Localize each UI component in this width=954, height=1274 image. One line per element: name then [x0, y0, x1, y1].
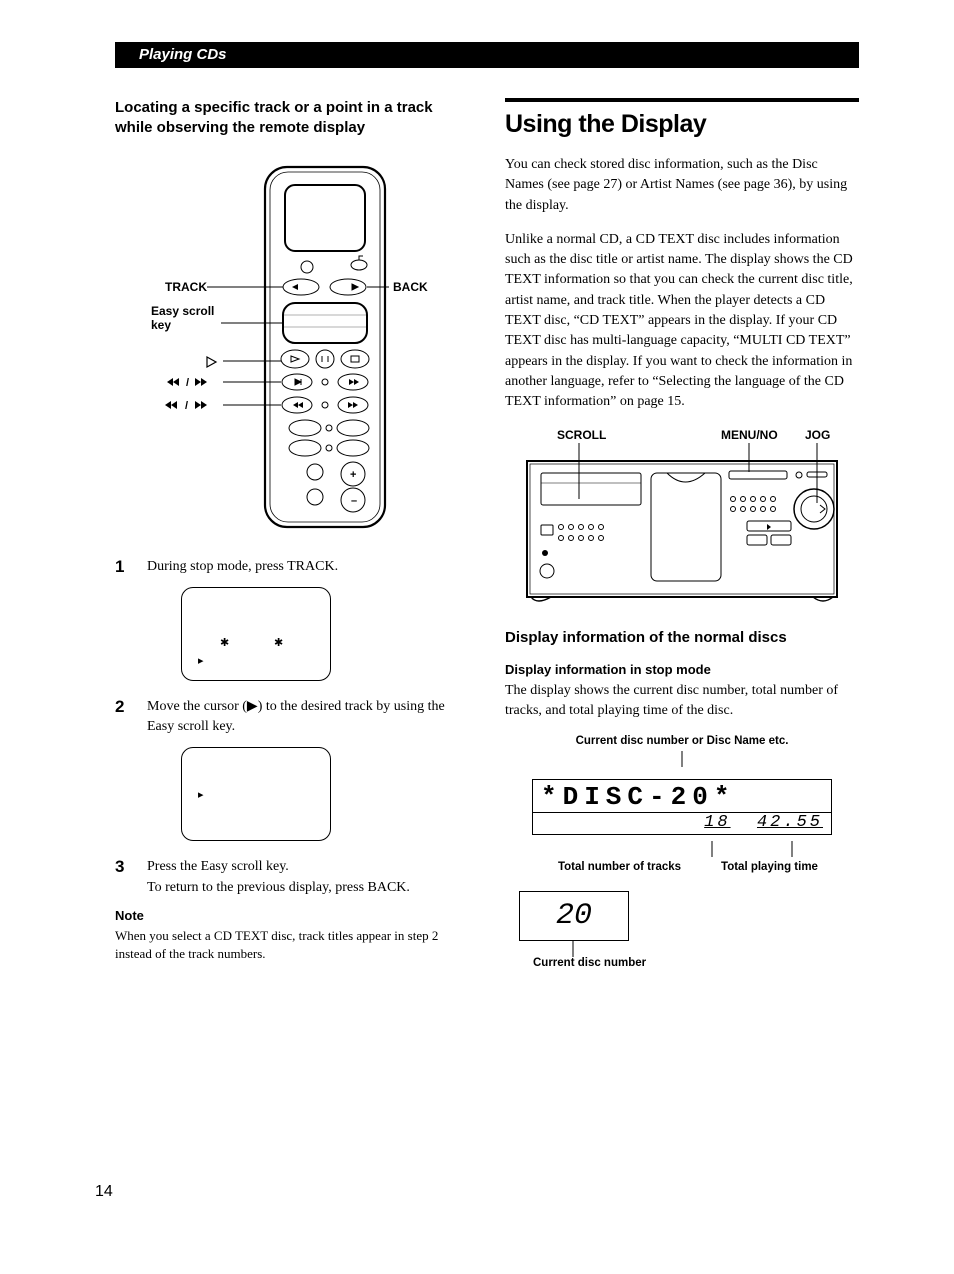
step-text-main: Press the Easy scroll key.: [147, 857, 469, 877]
paragraph-1: You can check stored disc information, s…: [505, 155, 859, 216]
step-number: 1: [115, 557, 133, 577]
display-sub-line: 18 42.55: [533, 813, 831, 834]
step-1: 1 During stop mode, press TRACK.: [115, 557, 469, 577]
step-text: Press the Easy scroll key. To return to …: [147, 857, 469, 898]
mini-display-2: ▸: [181, 747, 331, 841]
manual-page: Playing CDs Locating a specific track or…: [0, 0, 954, 1261]
label-menu-no: MENU/NO: [721, 428, 778, 442]
mini-display-1: ✱ ✱ ▸: [181, 587, 331, 681]
callout-lines-2: [532, 841, 832, 861]
step-text-a: Move the cursor (: [147, 699, 247, 714]
step-number: 2: [115, 697, 133, 738]
page-number: 14: [95, 1183, 469, 1201]
label-easy-scroll-1: Easy scroll: [151, 304, 214, 318]
svg-text:/: /: [185, 400, 188, 412]
callout-row: Total number of tracks Total playing tim…: [532, 861, 832, 873]
callout-line-3: [519, 941, 659, 957]
right-column: Using the Display You can check stored d…: [505, 98, 859, 1201]
label-easy-scroll-2: key: [151, 318, 171, 332]
left-heading: Locating a specific track or a point in …: [115, 98, 469, 139]
remote-diagram: + – TRACK BACK Easy scroll key /: [115, 157, 475, 537]
label-jog: JOG: [805, 428, 830, 442]
play-icon: ▸: [198, 788, 204, 801]
svg-text:/: /: [186, 377, 189, 389]
callout-current-disc: Current disc number: [533, 957, 713, 969]
callout-time: Total playing time: [707, 861, 832, 873]
svg-text:–: –: [351, 495, 357, 507]
section-header-bar: Playing CDs: [115, 42, 859, 68]
play-icon: ▸: [198, 654, 204, 667]
note-body: When you select a CD TEXT disc, track ti…: [115, 927, 469, 963]
label-scroll: SCROLL: [557, 428, 606, 442]
paragraph-2: Unlike a normal CD, a CD TEXT disc inclu…: [505, 230, 859, 413]
play-glyph: ▶: [247, 699, 258, 714]
step-text: Move the cursor (▶) to the desired track…: [147, 697, 469, 738]
display-main-text: *DISC-20*: [533, 780, 831, 813]
two-column-layout: Locating a specific track or a point in …: [115, 98, 859, 1201]
stop-mode-body: The display shows the current disc numbe…: [505, 681, 859, 722]
label-back: BACK: [393, 280, 428, 294]
left-column: Locating a specific track or a point in …: [115, 98, 469, 1201]
step-text-extra: To return to the previous display, press…: [147, 878, 469, 898]
callout-tracks: Total number of tracks: [532, 861, 707, 873]
svg-text:+: +: [350, 469, 356, 481]
callout-line: [532, 751, 832, 767]
step-text: During stop mode, press TRACK.: [147, 557, 469, 577]
step-3: 3 Press the Easy scroll key. To return t…: [115, 857, 469, 898]
stop-mode-heading: Display information in stop mode: [505, 662, 859, 677]
display-time: 42.55: [757, 813, 823, 832]
cd-player-diagram: SCROLL MENU/NO JOG: [517, 427, 847, 607]
display-panel-1: *DISC-20* 18 42.55: [532, 779, 832, 835]
step-number: 3: [115, 857, 133, 898]
cursor-icon: ✱: [274, 636, 283, 649]
display-panel-2: 20: [519, 891, 629, 941]
display-disc-number: 20: [556, 899, 592, 933]
note-heading: Note: [115, 908, 469, 923]
display-tracks: 18: [704, 813, 730, 832]
right-heading: Using the Display: [505, 98, 859, 139]
subheading: Display information of the normal discs: [505, 629, 859, 646]
cursor-icon: ✱: [220, 636, 229, 649]
step-2: 2 Move the cursor (▶) to the desired tra…: [115, 697, 469, 738]
label-track: TRACK: [165, 280, 207, 294]
callout-top: Current disc number or Disc Name etc.: [505, 735, 859, 747]
